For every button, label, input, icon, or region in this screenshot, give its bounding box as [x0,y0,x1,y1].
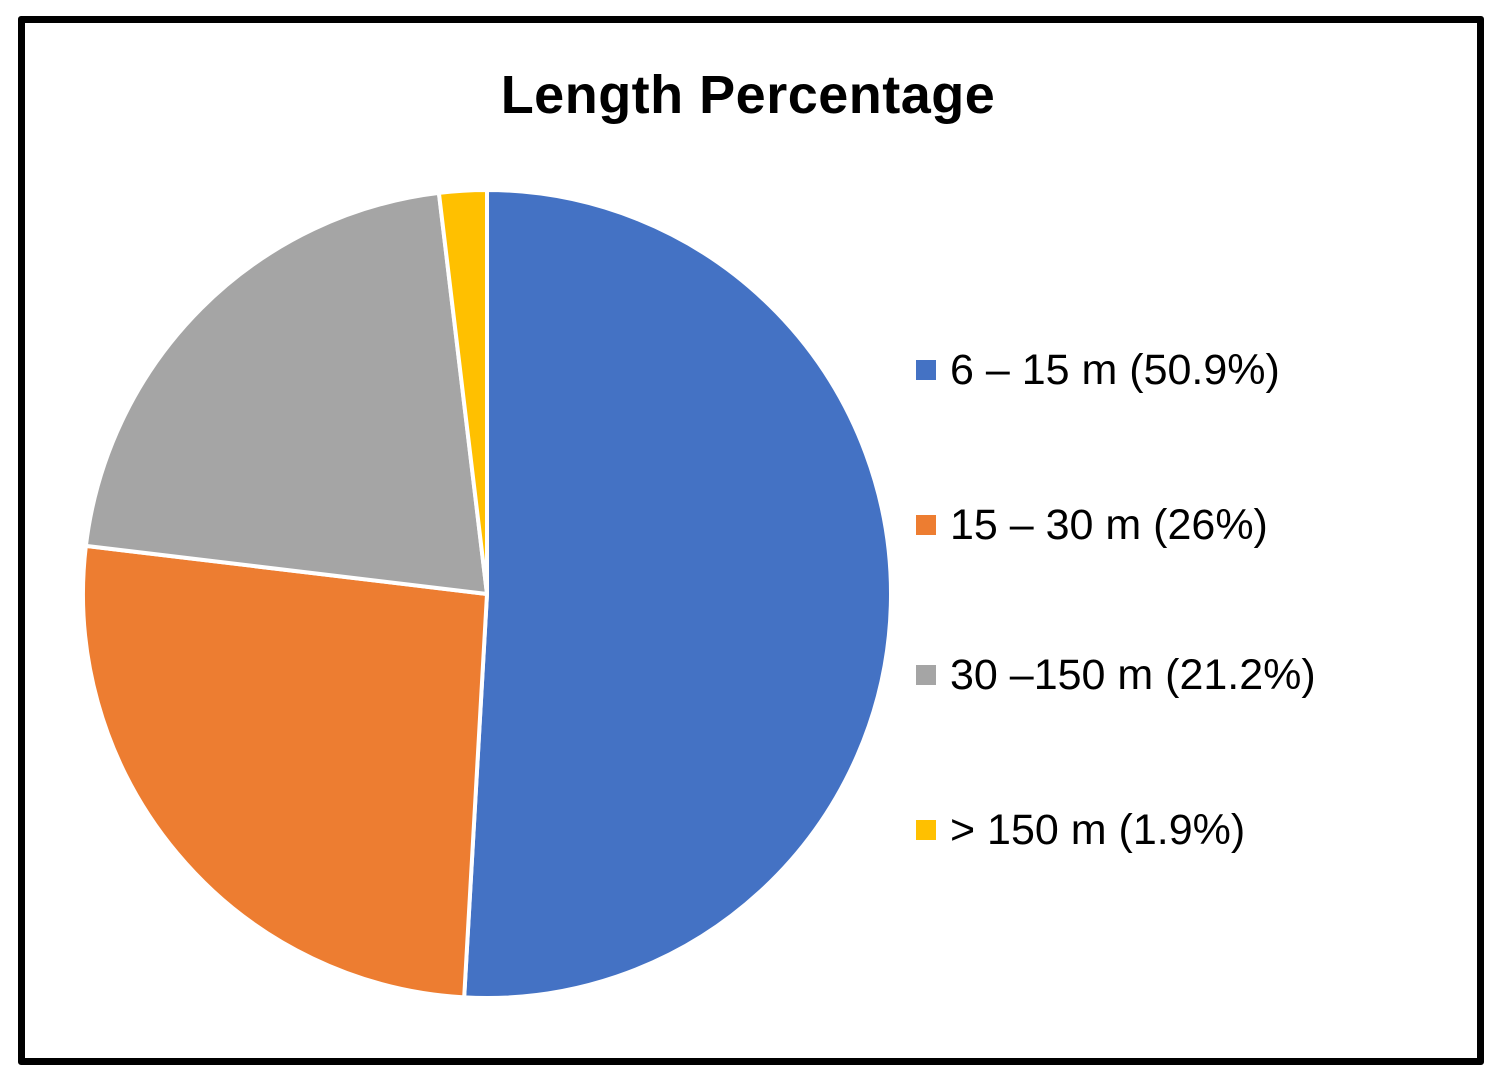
legend-label: 6 – 15 m (50.9%) [950,345,1280,394]
legend-label: 15 – 30 m (26%) [950,500,1268,549]
legend-swatch [916,820,936,840]
legend-label: > 150 m (1.9%) [950,805,1246,854]
legend-swatch [916,515,936,535]
pie-slice-3 [83,190,489,596]
legend-item: 30 –150 m (21.2%) [916,645,1316,705]
legend-swatch [916,665,936,685]
legend-swatch [916,360,936,380]
legend-item: > 150 m (1.9%) [916,800,1245,860]
legend-item: 6 – 15 m (50.9%) [916,340,1280,400]
pie-slice-4 [436,188,489,596]
pie-slice-2 [81,543,489,1000]
pie-slice-1 [462,188,893,1000]
legend-label: 30 –150 m (21.2%) [950,650,1316,699]
chart-title: Length Percentage [500,65,996,125]
legend-item: 15 – 30 m (26%) [916,495,1268,555]
